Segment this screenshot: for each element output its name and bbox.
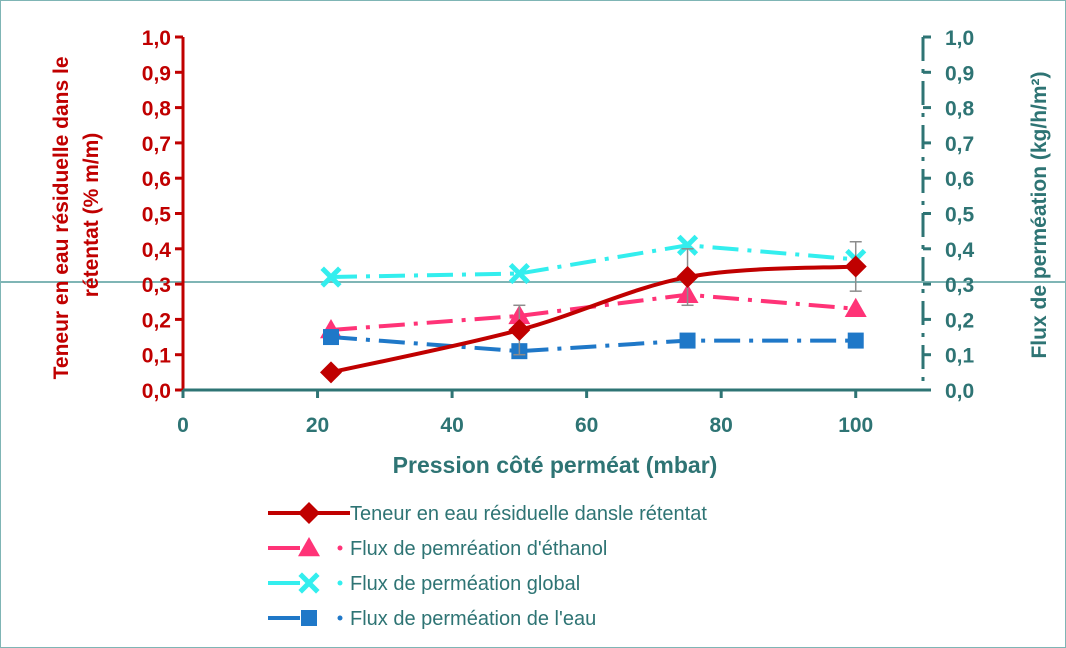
series-line — [330, 264, 856, 375]
data-point — [320, 361, 342, 384]
legend: Teneur en eau résiduelle dansle rétentat… — [268, 502, 707, 630]
data-point — [844, 297, 867, 318]
right-tick-label: 0,1 — [945, 345, 975, 368]
left-axis-label-line-1: Teneur en eau résiduelle dans le — [50, 56, 73, 379]
series-line — [330, 292, 856, 332]
cross-stroke — [320, 266, 342, 288]
right-tick-label: 0,3 — [945, 274, 974, 297]
cross-stroke — [676, 234, 699, 256]
data-point — [323, 329, 339, 346]
legend-dot — [337, 580, 343, 586]
series-line — [330, 243, 856, 280]
x-tick-label: 60 — [575, 414, 598, 437]
series-line — [330, 335, 856, 354]
x-tick-label: 20 — [306, 414, 329, 437]
legend-label: Flux de pemréation d'éthanol — [350, 538, 607, 560]
left-tick-label: 1,0 — [142, 27, 171, 50]
legend-dot — [337, 545, 343, 551]
x-tick-label: 80 — [710, 414, 733, 437]
cross-stroke — [298, 572, 320, 594]
legend-dot — [337, 615, 343, 621]
legend-marker — [301, 610, 317, 626]
ticks-layer: 0,0 0,1 0,2 0,3 0,4 0,5 0,6 0,7 0,8 0,9 1,0 0,0 0,1 0… — [142, 27, 975, 437]
data-point — [676, 234, 699, 256]
legend-item: Teneur en eau résiduelle dansle rétentat — [268, 502, 707, 525]
data-point — [508, 262, 530, 285]
cross-stroke — [508, 262, 530, 285]
legend-item: Flux de perméation de l'eau — [268, 608, 596, 630]
legend-marker — [298, 572, 320, 594]
x-tick-label: 100 — [838, 414, 873, 437]
legend-label: Flux de perméation de l'eau — [350, 608, 596, 630]
left-tick-label: 0,5 — [142, 204, 172, 227]
left-tick-label: 0,8 — [142, 98, 172, 121]
x-tick-label: 40 — [440, 414, 463, 437]
axes-layer — [175, 35, 931, 398]
data-point — [508, 318, 531, 341]
legend-marker — [298, 537, 320, 557]
right-tick-label: 0,8 — [945, 98, 975, 121]
left-tick-label: 0,1 — [142, 345, 172, 368]
right-tick-label: 0,7 — [945, 133, 974, 156]
right-tick-label: 0,0 — [945, 380, 974, 403]
left-axis-label: Teneur en eau résiduelle dans le rétenta… — [50, 51, 103, 380]
right-tick-label: 0,5 — [945, 204, 975, 227]
data-point — [676, 266, 699, 289]
series-0 — [320, 240, 867, 384]
legend-marker — [298, 502, 320, 524]
right-tick-label: 1,0 — [945, 27, 974, 50]
data-point — [320, 266, 342, 288]
left-tick-label: 0,0 — [142, 380, 171, 403]
series-1 — [320, 283, 867, 339]
series-3 — [323, 329, 864, 360]
left-axis-label-line-2: rétentat (% m/m) — [80, 133, 103, 298]
series-2 — [320, 234, 867, 288]
left-tick-label: 0,4 — [142, 239, 172, 262]
right-axis-label: Flux de perméation (kg/h/m²) — [1028, 71, 1051, 358]
data-point — [847, 332, 864, 349]
left-tick-label: 0,9 — [142, 62, 171, 85]
left-tick-label: 0,2 — [142, 309, 171, 332]
legend-label: Flux de perméation global — [350, 573, 580, 595]
legend-item: Flux de pemréation d'éthanol — [268, 537, 607, 560]
legend-label: Teneur en eau résiduelle dansle rétentat — [350, 503, 707, 525]
left-tick-label: 0,7 — [142, 133, 171, 156]
right-tick-label: 0,4 — [945, 239, 975, 262]
data-point — [844, 255, 867, 278]
right-tick-label: 0,9 — [945, 62, 974, 85]
left-tick-label: 0,6 — [142, 168, 171, 191]
left-tick-label: 0,3 — [142, 274, 171, 297]
legend-item: Flux de perméation global — [268, 572, 580, 595]
right-tick-label: 0,2 — [945, 309, 974, 332]
x-axis-label: Pression côté perméat (mbar) — [393, 452, 718, 478]
series-layer — [320, 234, 867, 384]
x-tick-label: 0 — [177, 414, 189, 437]
right-tick-label: 0,6 — [945, 168, 974, 191]
data-point — [679, 332, 696, 349]
